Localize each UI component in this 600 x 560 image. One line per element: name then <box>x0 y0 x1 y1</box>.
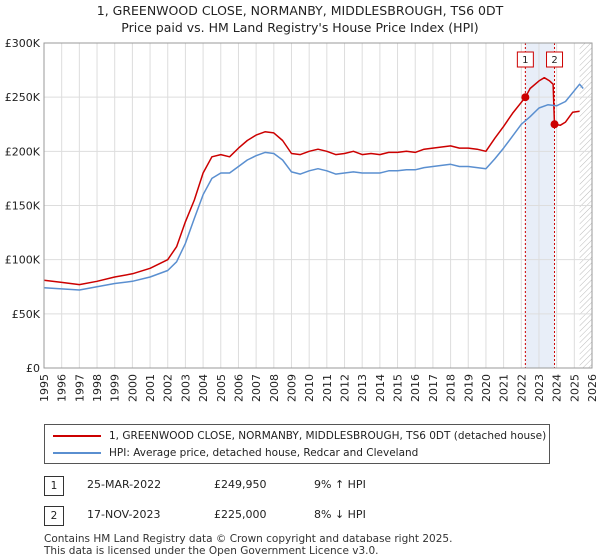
sale-date: 25-MAR-2022 <box>87 478 162 491</box>
sale-date: 17-NOV-2023 <box>87 508 161 521</box>
x-tick-label: 2000 <box>126 374 139 402</box>
sale-number-label: 2 <box>551 55 557 66</box>
price-chart: £0 £50K £100K £150K £200K £250K £300K 1995 1996 1… <box>5 37 599 402</box>
x-tick-label: 2007 <box>250 374 263 402</box>
x-tick-label: 2010 <box>303 374 316 402</box>
x-tick-label: 2001 <box>144 374 157 402</box>
x-tick-label: 2013 <box>356 374 369 402</box>
x-tick-label: 2025 <box>568 374 581 402</box>
x-tick-label: 2003 <box>179 374 192 402</box>
chart-subtitle: Price paid vs. HM Land Registry's House … <box>121 20 479 35</box>
sale-number-box <box>516 51 534 68</box>
sale-price: £249,950 <box>214 478 267 491</box>
y-tick-label: £250K <box>5 91 41 104</box>
x-tick-label: 1999 <box>109 374 122 402</box>
hpi-line <box>43 83 584 291</box>
legend-swatch-property <box>53 435 101 437</box>
y-tick-label: £300K <box>5 37 41 50</box>
x-tick-label: 2015 <box>392 374 405 402</box>
plot-frame <box>43 42 593 369</box>
x-tick-label: 2017 <box>427 374 440 402</box>
x-tick-label: 2012 <box>339 374 352 402</box>
x-tick-label: 2022 <box>515 374 528 402</box>
x-tick-label: 2009 <box>285 374 298 402</box>
sale-number-badge: 2 <box>44 506 64 526</box>
x-tick-label: 2002 <box>162 374 175 402</box>
legend-item-hpi: HPI: Average price, detached house, Redc… <box>53 445 418 461</box>
legend-item-property: 1, GREENWOOD CLOSE, NORMANBY, MIDDLESBRO… <box>53 428 546 444</box>
chart-title-address: 1, GREENWOOD CLOSE, NORMANBY, MIDDLESBRO… <box>96 3 504 18</box>
x-tick-label: 1996 <box>56 374 69 402</box>
x-tick-label: 2004 <box>197 374 210 402</box>
footer-licence: This data is licensed under the Open Gov… <box>44 545 379 557</box>
x-tick-label: 2016 <box>409 374 422 402</box>
x-tick-label: 1998 <box>91 374 104 402</box>
sale-number-badge: 1 <box>44 476 64 496</box>
footer-copyright: Contains HM Land Registry data © Crown c… <box>44 533 453 545</box>
chart-legend: 1, GREENWOOD CLOSE, NORMANBY, MIDDLESBRO… <box>44 424 550 464</box>
x-tick-label: 1997 <box>73 374 86 402</box>
y-tick-label: £200K <box>5 145 41 158</box>
legend-swatch-hpi <box>53 452 101 454</box>
x-tick-label: 2008 <box>268 374 281 402</box>
x-tick-label: 2023 <box>533 374 546 402</box>
sale-price: £225,000 <box>214 508 267 521</box>
legend-label-property: 1, GREENWOOD CLOSE, NORMANBY, MIDDLESBRO… <box>109 430 547 442</box>
sale-point <box>550 120 559 129</box>
sale-hpi-diff: 9% ↑ HPI <box>314 478 366 491</box>
x-tick-label: 2006 <box>232 374 245 402</box>
y-tick-label: £50K <box>12 308 41 321</box>
y-tick-label: £0 <box>26 362 40 375</box>
property-price-line <box>43 76 580 286</box>
sale-number-box <box>546 51 564 68</box>
legend-label-hpi: HPI: Average price, detached house, Redc… <box>109 447 419 459</box>
x-tick-label: 2020 <box>480 374 493 402</box>
x-tick-label: 2019 <box>462 374 475 402</box>
sale-number-label: 1 <box>522 55 528 66</box>
x-tick-label: 2026 <box>586 374 599 402</box>
y-tick-label: £100K <box>5 254 41 267</box>
y-tick-label: £150K <box>5 200 41 213</box>
x-tick-label: 2024 <box>551 374 564 402</box>
x-tick-label: 1995 <box>38 374 51 402</box>
x-tick-label: 2018 <box>445 374 458 402</box>
x-tick-label: 2011 <box>321 374 334 402</box>
x-tick-label: 2014 <box>374 374 387 402</box>
sale-point <box>521 93 530 102</box>
x-tick-label: 2021 <box>498 374 511 402</box>
x-tick-label: 2005 <box>215 374 228 402</box>
sale-hpi-diff: 8% ↓ HPI <box>314 508 366 521</box>
